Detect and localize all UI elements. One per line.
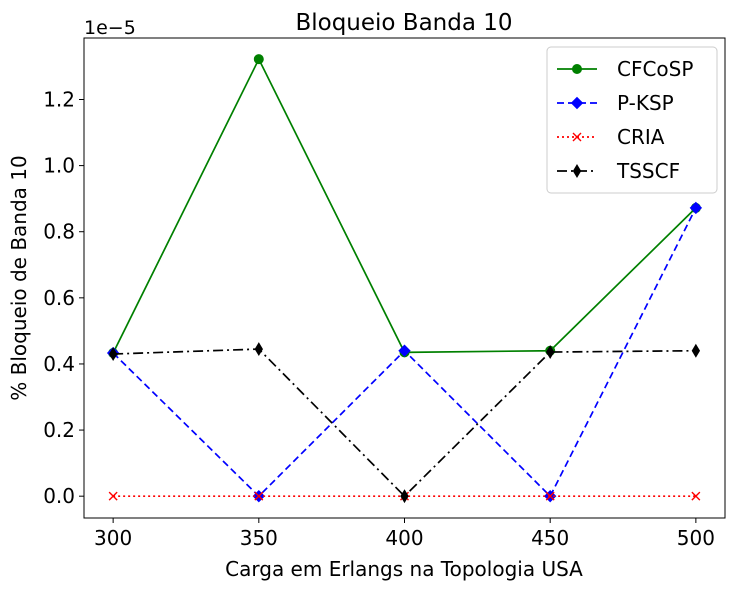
p-ksp-point: [398, 344, 411, 357]
x-tick-label: 500: [677, 526, 715, 550]
y-tick-label: 1.0: [43, 154, 75, 178]
legend-item-cria: CRIA: [557, 125, 665, 149]
y-tick-label: 0.0: [43, 484, 75, 508]
legend-frame: [546, 46, 718, 194]
legend-item-p-ksp: P-KSP: [557, 91, 674, 115]
y-axis-offset-text: 1e−5: [84, 17, 136, 39]
tsscf-point: [108, 347, 118, 362]
legend-item-tsscf: TSSCF: [557, 159, 680, 183]
series-tsscf: [108, 342, 701, 504]
x-tick-label: 450: [531, 526, 569, 550]
x-tick-label: 300: [94, 526, 132, 550]
legend-label-tsscf: TSSCF: [616, 159, 680, 183]
y-tick-label: 0.4: [43, 352, 75, 376]
legend-label-cria: CRIA: [617, 125, 665, 149]
x-axis-label: Carga em Erlangs na Topologia USA: [225, 557, 583, 581]
tsscf-line: [113, 348, 696, 498]
chart-title: Bloqueio Banda 10: [295, 10, 512, 36]
tsscf-point: [400, 489, 409, 504]
tsscf-point: [254, 342, 264, 357]
legend-label-p-ksp: P-KSP: [617, 91, 674, 115]
cria-point: [254, 491, 264, 501]
tsscf-point: [545, 345, 555, 360]
axes-layer: 300 350 400 450 500 0.0 0.2 0.4 0.6 0.8 1.0 1.2: [43, 37, 726, 550]
legend-marker-p-ksp: [570, 96, 584, 110]
legend-marker-cfcosp: [572, 64, 582, 74]
cria-point: [108, 491, 118, 501]
y-tick-label: 0.8: [43, 220, 75, 244]
cria-point: [545, 491, 555, 501]
legend-marker-tsscf: [572, 164, 582, 178]
legend: CFCoSP P-KSP CRIA TSSCF: [546, 46, 718, 194]
legend-label-cfcosp: CFCoSP: [617, 57, 693, 81]
legend-marker-cria: [572, 132, 582, 142]
tsscf-point: [691, 343, 701, 358]
x-tick-label: 350: [240, 526, 278, 550]
cria-point: [691, 491, 701, 501]
legend-item-cfcosp: CFCoSP: [557, 57, 693, 81]
y-tick-label: 0.6: [43, 286, 75, 310]
x-tick-label: 400: [385, 526, 423, 550]
y-axis-label: % Bloqueio de Banda 10: [7, 155, 31, 400]
cfcosp-point: [253, 54, 264, 65]
p-ksp-point: [689, 201, 703, 215]
y-tick-label: 0.2: [43, 418, 75, 442]
series-layer: [106, 54, 703, 504]
y-tick-label: 1.2: [43, 87, 75, 111]
